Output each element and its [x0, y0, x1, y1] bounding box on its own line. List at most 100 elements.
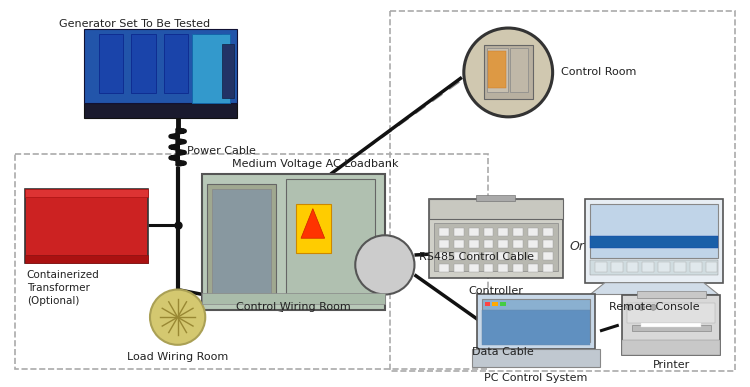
Text: Power Cable: Power Cable: [188, 146, 256, 156]
FancyBboxPatch shape: [469, 264, 478, 272]
FancyBboxPatch shape: [222, 44, 234, 98]
Text: RS485 Control Cable: RS485 Control Cable: [419, 252, 535, 262]
FancyBboxPatch shape: [193, 34, 230, 103]
FancyBboxPatch shape: [25, 189, 148, 197]
FancyBboxPatch shape: [484, 252, 494, 260]
FancyBboxPatch shape: [528, 252, 538, 260]
FancyBboxPatch shape: [643, 262, 654, 272]
FancyBboxPatch shape: [484, 228, 494, 236]
FancyBboxPatch shape: [590, 236, 718, 248]
Text: Remote Console: Remote Console: [609, 302, 700, 312]
FancyBboxPatch shape: [84, 103, 237, 118]
FancyBboxPatch shape: [487, 48, 508, 92]
FancyBboxPatch shape: [627, 262, 638, 272]
FancyBboxPatch shape: [528, 228, 538, 236]
FancyBboxPatch shape: [493, 302, 498, 307]
FancyBboxPatch shape: [488, 51, 506, 88]
FancyBboxPatch shape: [590, 260, 718, 275]
FancyBboxPatch shape: [622, 340, 721, 355]
FancyBboxPatch shape: [641, 323, 700, 327]
FancyBboxPatch shape: [99, 34, 123, 93]
FancyBboxPatch shape: [498, 264, 508, 272]
FancyBboxPatch shape: [207, 184, 276, 300]
FancyBboxPatch shape: [440, 252, 449, 260]
Text: PC Control System: PC Control System: [484, 373, 587, 384]
Text: Or: Or: [570, 240, 585, 253]
Text: Data Cable: Data Cable: [472, 347, 533, 357]
Circle shape: [464, 28, 553, 117]
FancyBboxPatch shape: [513, 228, 523, 236]
FancyBboxPatch shape: [202, 293, 385, 304]
FancyBboxPatch shape: [658, 262, 670, 272]
FancyBboxPatch shape: [484, 240, 494, 248]
FancyBboxPatch shape: [622, 296, 721, 355]
FancyBboxPatch shape: [469, 228, 478, 236]
FancyBboxPatch shape: [477, 295, 595, 349]
FancyBboxPatch shape: [590, 204, 718, 258]
FancyBboxPatch shape: [454, 240, 464, 248]
FancyBboxPatch shape: [690, 262, 702, 272]
FancyBboxPatch shape: [637, 291, 706, 298]
Text: Containerized
Transformer
(Optional): Containerized Transformer (Optional): [27, 270, 100, 306]
FancyBboxPatch shape: [610, 262, 622, 272]
Text: Medium Voltage AC Loadbank: Medium Voltage AC Loadbank: [232, 159, 398, 169]
Polygon shape: [590, 283, 718, 295]
Text: Load Wiring Room: Load Wiring Room: [127, 352, 228, 362]
Polygon shape: [301, 209, 325, 238]
Text: Control Wiring Room: Control Wiring Room: [236, 302, 350, 312]
Circle shape: [627, 304, 632, 310]
FancyBboxPatch shape: [434, 223, 557, 271]
FancyBboxPatch shape: [476, 195, 515, 201]
FancyBboxPatch shape: [429, 199, 562, 219]
Text: Control Room: Control Room: [560, 67, 636, 77]
FancyBboxPatch shape: [454, 252, 464, 260]
FancyBboxPatch shape: [632, 325, 710, 331]
FancyBboxPatch shape: [469, 252, 478, 260]
FancyBboxPatch shape: [484, 45, 533, 99]
FancyBboxPatch shape: [706, 262, 718, 272]
Circle shape: [150, 289, 206, 345]
Circle shape: [650, 304, 656, 310]
FancyBboxPatch shape: [296, 204, 331, 253]
FancyBboxPatch shape: [212, 189, 272, 296]
FancyBboxPatch shape: [202, 174, 385, 310]
FancyBboxPatch shape: [513, 240, 523, 248]
Circle shape: [356, 235, 415, 295]
FancyBboxPatch shape: [498, 240, 508, 248]
FancyBboxPatch shape: [543, 264, 553, 272]
FancyBboxPatch shape: [627, 303, 716, 323]
FancyBboxPatch shape: [286, 179, 375, 300]
Text: Generator Set To Be Tested: Generator Set To Be Tested: [59, 19, 210, 29]
FancyBboxPatch shape: [498, 228, 508, 236]
FancyBboxPatch shape: [440, 228, 449, 236]
FancyBboxPatch shape: [482, 300, 590, 342]
FancyBboxPatch shape: [484, 264, 494, 272]
FancyBboxPatch shape: [543, 252, 553, 260]
FancyBboxPatch shape: [440, 264, 449, 272]
FancyBboxPatch shape: [513, 264, 523, 272]
FancyBboxPatch shape: [482, 310, 590, 345]
FancyBboxPatch shape: [585, 199, 723, 283]
FancyBboxPatch shape: [196, 34, 221, 93]
FancyBboxPatch shape: [500, 302, 506, 307]
FancyBboxPatch shape: [84, 29, 237, 103]
FancyBboxPatch shape: [25, 189, 148, 263]
FancyBboxPatch shape: [543, 228, 553, 236]
FancyBboxPatch shape: [484, 302, 490, 307]
FancyBboxPatch shape: [454, 228, 464, 236]
FancyBboxPatch shape: [164, 34, 188, 93]
FancyBboxPatch shape: [131, 34, 156, 93]
FancyBboxPatch shape: [429, 199, 562, 278]
FancyBboxPatch shape: [440, 240, 449, 248]
FancyBboxPatch shape: [528, 264, 538, 272]
FancyBboxPatch shape: [543, 240, 553, 248]
FancyBboxPatch shape: [595, 262, 607, 272]
FancyBboxPatch shape: [510, 48, 528, 92]
FancyBboxPatch shape: [472, 349, 600, 366]
Circle shape: [638, 304, 644, 310]
FancyBboxPatch shape: [454, 264, 464, 272]
FancyBboxPatch shape: [498, 252, 508, 260]
Text: Printer: Printer: [652, 360, 690, 370]
FancyBboxPatch shape: [25, 255, 148, 263]
FancyBboxPatch shape: [469, 240, 478, 248]
